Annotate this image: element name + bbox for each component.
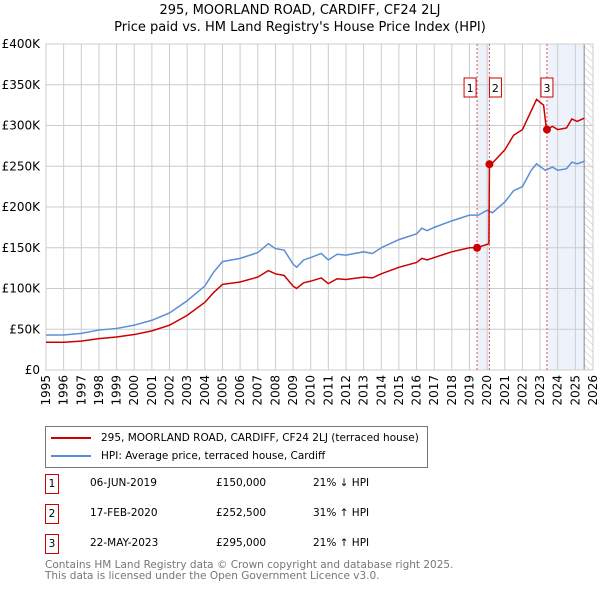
sale-point <box>542 125 551 134</box>
x-tick-label: 2016 <box>410 375 424 406</box>
y-tick-label: £350K <box>2 78 42 92</box>
price-chart: 1995 1996 1997 1998 1999 2000 2001 2002 2003 2004… <box>2 37 600 406</box>
x-tick-label: 1995 <box>39 375 53 406</box>
legend-property: 295, MOORLAND ROAD, CARDIFF, CF24 2LJ (t… <box>101 432 419 444</box>
sale-box <box>540 77 554 98</box>
x-tick-label: 2014 <box>374 375 388 406</box>
footer-line2: This data is licensed under the Open Gov… <box>45 570 380 582</box>
y-tick-label: £400K <box>2 37 42 51</box>
x-tick-label: 2001 <box>145 375 159 406</box>
x-tick-label: 2012 <box>339 375 353 406</box>
footer-line1: Contains HM Land Registry data © Crown c… <box>45 559 454 571</box>
x-tick-label: 2023 <box>533 375 547 406</box>
plot-frame <box>45 43 594 371</box>
sale-point <box>473 243 482 252</box>
sale-hpi-diff: 31% ↑ HPI <box>313 507 370 519</box>
x-tick-label: 2009 <box>286 375 300 406</box>
y-tick-label: £250K <box>2 159 42 173</box>
y-tick-label: £50K <box>9 322 41 336</box>
legend-red-line <box>51 437 91 439</box>
legend-blue-line <box>51 455 91 457</box>
sale-box <box>488 77 502 98</box>
y-tick-label: £150K <box>2 241 42 255</box>
y-tick-label: £100K <box>2 282 42 296</box>
x-tick-label: 1996 <box>57 375 71 406</box>
x-tick-label: 2003 <box>180 375 194 406</box>
sale-hpi-diff: 21% ↓ HPI <box>313 477 370 489</box>
sale-point <box>485 160 494 169</box>
sale-hpi-diff: 21% ↑ HPI <box>313 537 370 549</box>
sale-date: 06-JUN-2019 <box>90 477 157 489</box>
y-tick-label: £200K <box>2 200 42 214</box>
x-tick-label: 2020 <box>480 375 494 406</box>
hpi-line <box>46 160 585 336</box>
y-tick-label: £300K <box>2 119 42 133</box>
property-price-line <box>46 98 585 344</box>
x-tick-label: 2022 <box>515 375 529 406</box>
sale-price: £150,000 <box>216 477 267 489</box>
x-tick-label: 2024 <box>551 375 565 406</box>
x-tick-label: 2015 <box>392 375 406 406</box>
x-tick-label: 2006 <box>233 375 247 406</box>
x-tick-label: 2019 <box>462 375 476 406</box>
x-tick-label: 2021 <box>498 375 512 406</box>
sale-box <box>463 77 477 98</box>
y-tick-label: £0 <box>25 363 40 377</box>
x-tick-label: 2007 <box>251 375 265 406</box>
sale-date: 17-FEB-2020 <box>90 507 158 519</box>
sale-date: 22-MAY-2023 <box>90 537 159 549</box>
sale-price: £252,500 <box>216 507 267 519</box>
legend-hpi: HPI: Average price, terraced house, Card… <box>101 450 326 462</box>
x-tick-label: 2025 <box>568 375 582 406</box>
sale-marker-label: 3 <box>45 534 59 554</box>
x-tick-label: 2004 <box>198 375 212 406</box>
x-tick-label: 2002 <box>163 375 177 406</box>
x-tick-label: 1999 <box>110 375 124 406</box>
chart-subtitle: Price paid vs. HM Land Registry's House … <box>114 20 486 35</box>
legend: 295, MOORLAND ROAD, CARDIFF, CF24 2LJ (t… <box>45 426 428 468</box>
chart-title: 295, MOORLAND ROAD, CARDIFF, CF24 2LJ <box>159 3 441 18</box>
x-tick-label: 2005 <box>215 375 229 406</box>
sale-box-label: 1 <box>467 82 474 95</box>
sale-price: £295,000 <box>216 537 267 549</box>
x-tick-label: 2011 <box>321 375 335 406</box>
footer: Contains HM Land Registry data © Crown c… <box>45 560 453 582</box>
x-tick-label: 1998 <box>92 375 106 406</box>
x-tick-label: 2013 <box>357 375 371 406</box>
x-tick-label: 2018 <box>445 375 459 406</box>
sale-box-label: 3 <box>543 82 550 95</box>
sale-box-label: 2 <box>492 82 499 95</box>
x-tick-label: 2000 <box>127 375 141 406</box>
x-tick-label: 2017 <box>427 375 441 406</box>
x-tick-label: 2008 <box>268 375 282 406</box>
x-tick-label: 2010 <box>304 375 318 406</box>
sale-marker-label: 2 <box>45 504 59 524</box>
x-tick-label: 2026 <box>586 375 600 406</box>
x-tick-label: 1997 <box>74 375 88 406</box>
sale-marker-label: 1 <box>45 474 59 494</box>
